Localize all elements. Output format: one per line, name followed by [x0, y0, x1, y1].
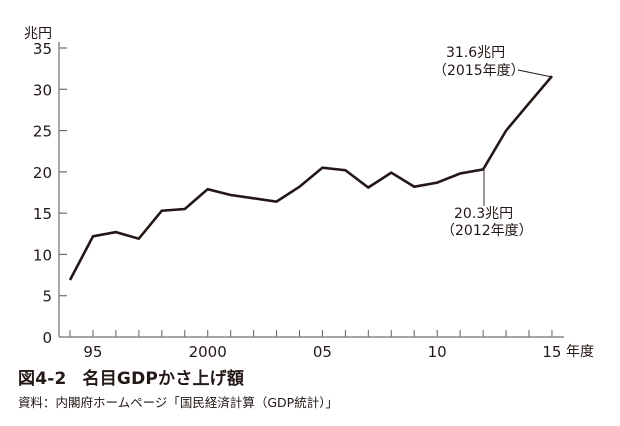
annotation-2015-year: （2015年度） [433, 63, 525, 79]
x-tick-label: 15 [542, 343, 561, 360]
y-tick-label: 25 [33, 123, 52, 141]
annotation-2012-year: （2012年度） [441, 223, 533, 239]
y-axis: 0 5 10 15 20 25 30 35 [33, 40, 67, 347]
annotation-2012-value: 20.3兆円 [454, 206, 513, 222]
annotation-2015-value: 31.6兆円 [446, 45, 505, 61]
figure-source: 資料：内閣府ホームページ「国民経済計算（GDP統計）」 [18, 395, 338, 410]
y-tick-label: 20 [33, 164, 52, 182]
figure-caption: 図4-2 名目GDPかさ上げ額 [18, 364, 244, 389]
y-tick-label: 10 [33, 246, 52, 264]
x-tick-label: 95 [83, 343, 102, 360]
figure-number: 図4-2 [18, 369, 67, 389]
y-tick-label: 0 [42, 329, 52, 347]
x-tick-label: 10 [428, 343, 447, 360]
x-tick-label: 2000 [189, 343, 227, 360]
y-tick-label: 15 [33, 205, 52, 223]
gdp-series-line [68, 75, 553, 281]
x-axis-unit: 年度 [566, 344, 594, 360]
y-tick-label: 5 [42, 288, 52, 306]
x-tick-label: 05 [313, 343, 332, 360]
y-tick-label: 35 [33, 40, 52, 58]
figure-title: 名目GDPかさ上げ額 [82, 369, 245, 389]
annotation-leader-2015 [517, 69, 553, 78]
y-tick-label: 30 [33, 81, 52, 99]
y-axis-unit: 兆円 [24, 26, 52, 42]
x-axis: 95 2000 05 10 15 [59, 330, 564, 360]
